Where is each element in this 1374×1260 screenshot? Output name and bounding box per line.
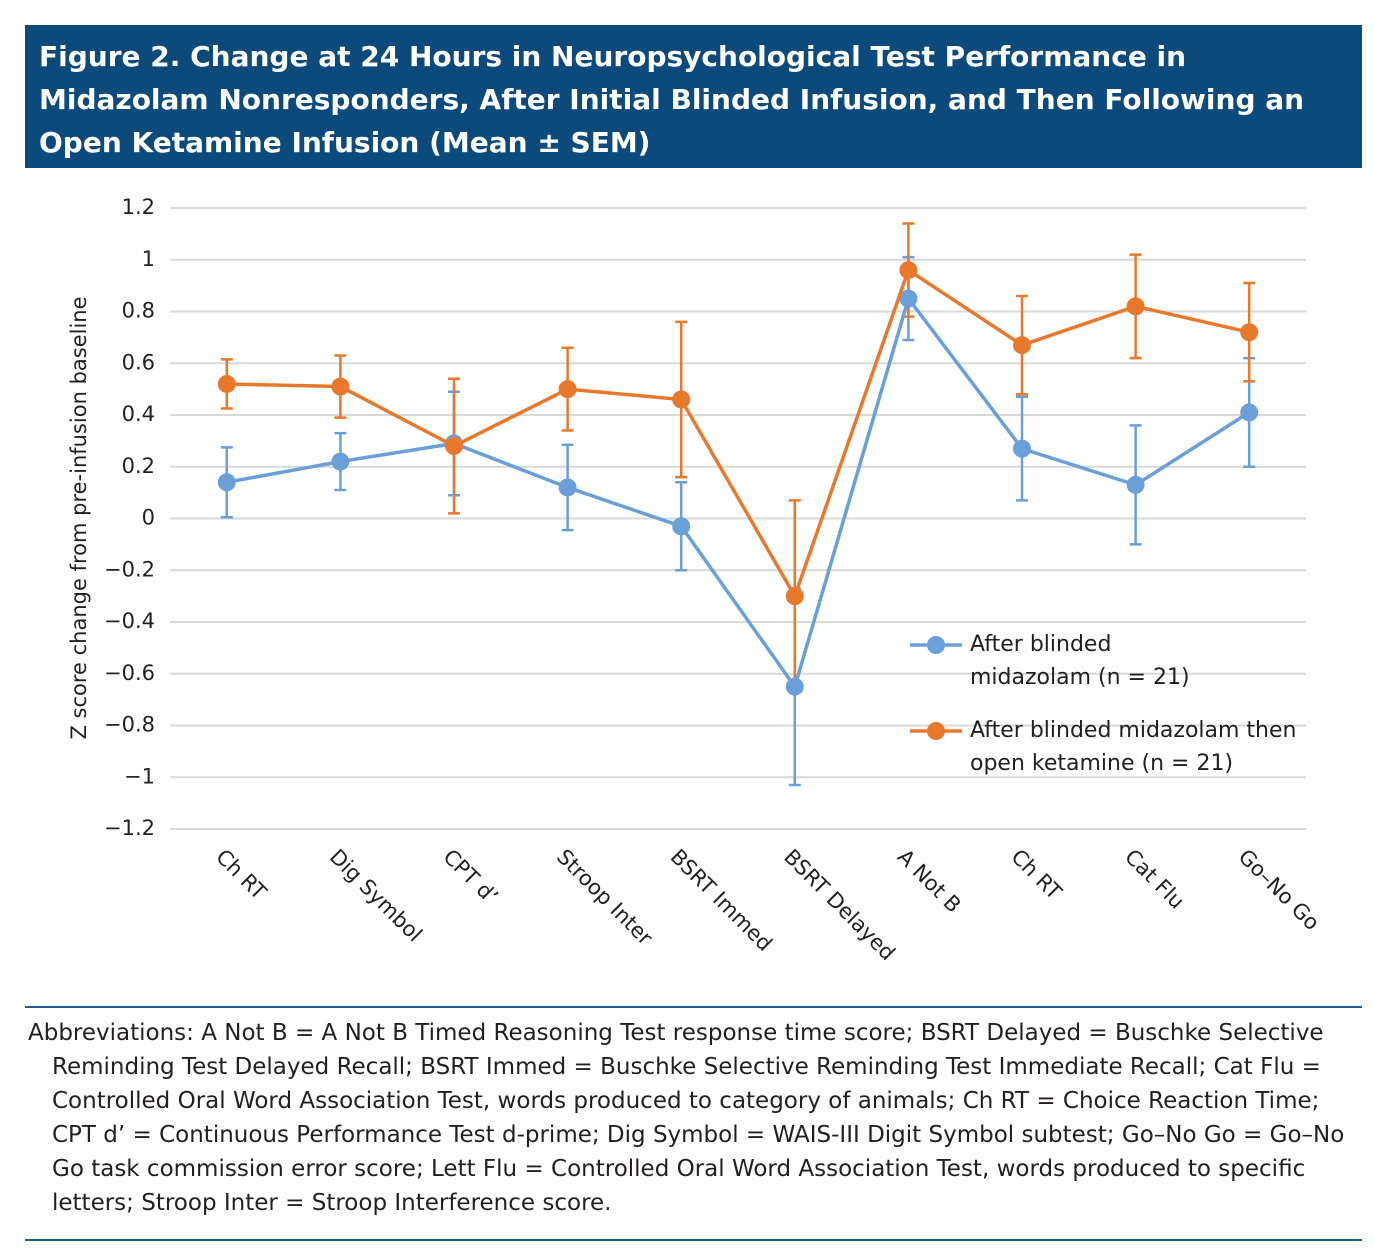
y-tick-label: −0.2 [104,557,155,581]
data-point [217,473,236,492]
x-tick-label: Ch RT [211,845,271,905]
x-tick-label: BSRT Immed [666,845,777,956]
y-tick-label: −0.4 [104,609,155,633]
y-tick-label: 1.2 [122,195,155,219]
data-point [558,478,577,497]
data-point [672,390,691,409]
series-line [226,267,1250,601]
data-point [785,587,804,606]
x-tick-label: A Not B [893,845,966,918]
data-point [558,380,577,399]
data-point [1013,336,1031,355]
legend-swatch [927,636,945,654]
footnote: Abbreviations: A Not B = A Not B Timed R… [28,1020,1345,1216]
x-tick-label: Stroop Inter [552,845,657,950]
data-point [1240,403,1259,422]
x-tick-label: Dig Symbol [325,845,427,947]
data-point [1240,323,1259,342]
divider [25,1239,1362,1241]
data-point [899,261,918,280]
chart: Z score change from pre-infusion baselin… [67,195,1324,965]
legend-label: After blinded midazolam then open ketami… [970,718,1297,776]
legend-label: After blinded midazolam (n = 21) [970,632,1190,690]
data-point [672,517,691,536]
data-point [1013,439,1031,458]
y-tick-label: 1 [142,247,155,271]
data-point [331,452,350,471]
x-tick-label: Ch RT [1006,845,1066,905]
data-point [899,289,918,308]
x-tick-label: Go–No Go [1234,845,1324,935]
x-tick-label: BSRT Delayed [779,845,899,965]
divider [25,1006,1362,1008]
y-tick-label: 0.2 [122,454,155,478]
y-tick-label: 0.4 [122,402,155,426]
y-tick-label: 0.8 [122,299,155,323]
y-tick-label: 0 [142,506,155,530]
y-tick-label: −0.8 [104,713,155,737]
data-point [331,377,350,396]
data-point [445,437,463,456]
x-tick-label: CPT d’ [438,845,502,909]
data-point [217,374,236,393]
y-tick-label: −1.2 [104,816,155,840]
data-point [1126,475,1145,494]
data-point [785,677,804,696]
x-tick-label: Cat Flu [1120,845,1189,914]
series-line [226,294,1251,691]
y-tick-label: 0.6 [122,350,155,374]
data-point [1126,297,1145,316]
legend-swatch [927,722,945,740]
y-tick-label: −1 [124,764,155,788]
y-axis-label: Z score change from pre-infusion baselin… [67,296,91,739]
chart-title: Figure 2. Change at 24 Hours in Neuropsy… [25,25,1362,168]
y-tick-label: −0.6 [104,661,155,685]
